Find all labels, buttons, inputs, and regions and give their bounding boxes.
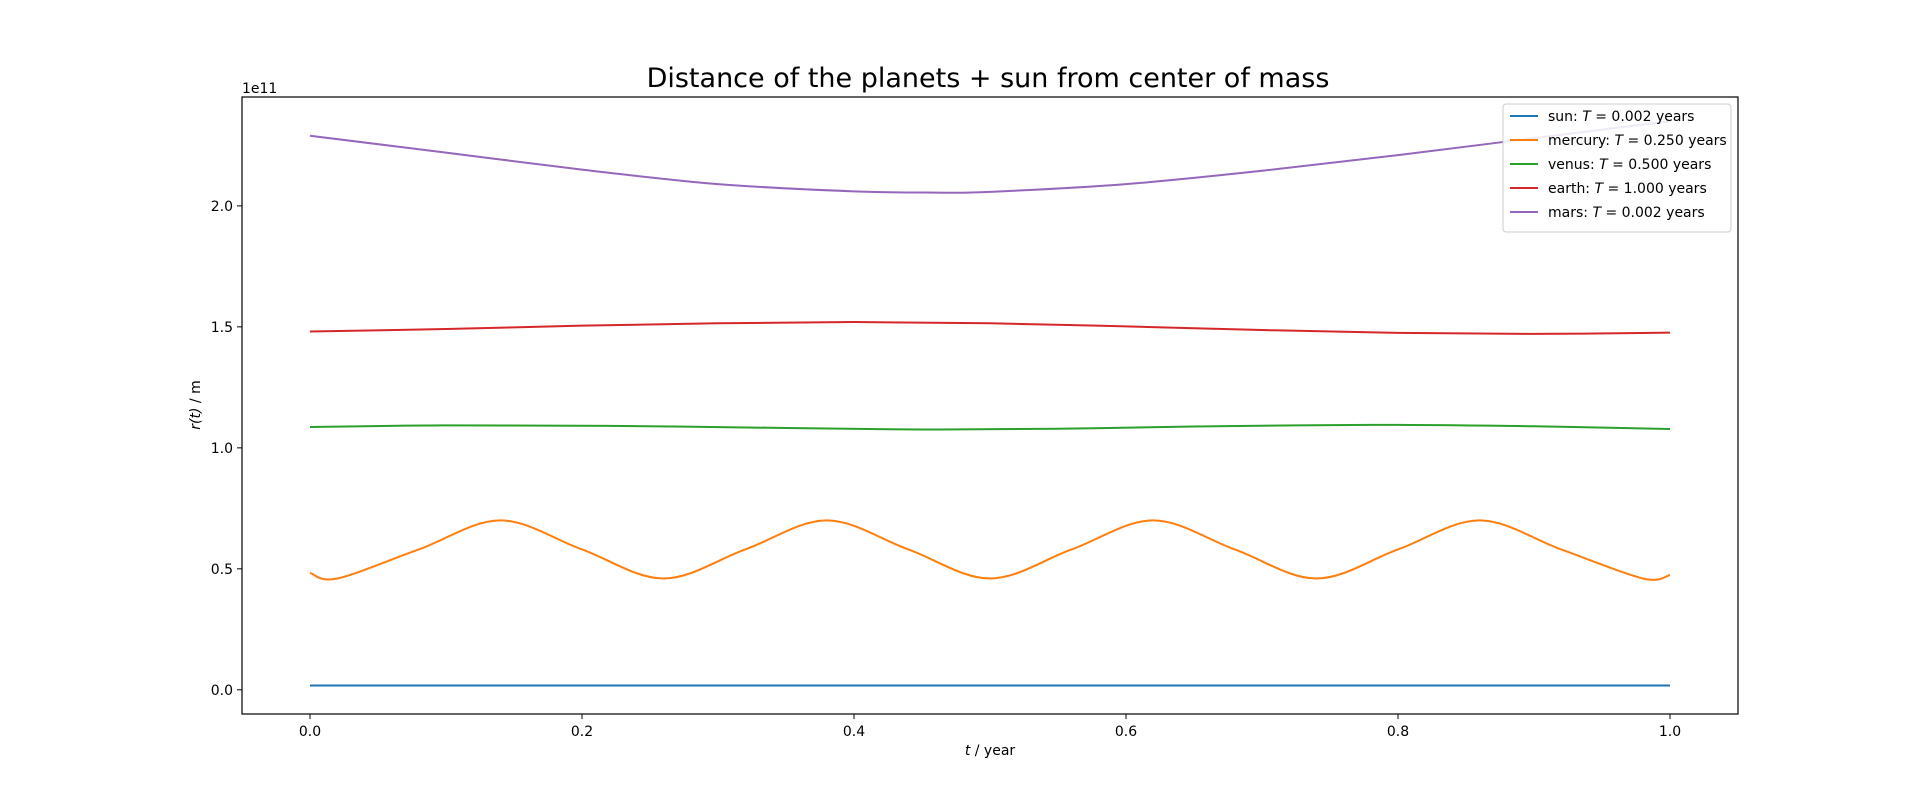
series-layer (309, 120, 1671, 687)
y-axis-label: r(t) / m (188, 380, 204, 429)
chart-title: Distance of the planets + sun from cente… (647, 63, 1330, 94)
legend-label: earth: T = 1.000 years (1548, 181, 1707, 197)
y-tick-label: 0.5 (211, 562, 233, 578)
legend-item-mars: mars: T = 0.002 years (1510, 205, 1705, 221)
x-tick-label: 0.6 (1115, 724, 1137, 740)
legend: sun: T = 0.002 years mercury: T = 0.250 y… (1502, 103, 1732, 233)
plot-area-frame (241, 96, 1739, 715)
x-axis-label: t / year (965, 743, 1016, 759)
y-axis-variable: r(t) (188, 408, 204, 430)
legend-box (1502, 103, 1732, 233)
x-tick-label: 0.2 (571, 724, 593, 740)
legend-label: mercury: T = 0.250 years (1548, 133, 1727, 149)
x-axis-variable: t (965, 743, 971, 759)
x-tick-label: 1.0 (1659, 724, 1681, 740)
y-tick-label: 2.0 (211, 199, 233, 215)
legend-label: mars: T = 0.002 years (1548, 205, 1705, 221)
y-axis-ticks: 0.0 0.5 1.0 1.5 2.0 (211, 199, 242, 699)
series-line-earth (309, 321, 1671, 335)
x-tick-label: 0.4 (843, 724, 865, 740)
series-line-venus (309, 423, 1671, 431)
x-tick-label: 0.8 (1387, 724, 1409, 740)
series-line-mars (309, 120, 1671, 194)
legend-item-earth: earth: T = 1.000 years (1510, 181, 1707, 197)
x-axis-ticks: 0.0 0.2 0.4 0.6 0.8 1.0 (299, 714, 1681, 740)
y-tick-label: 1.0 (211, 441, 233, 457)
legend-item-venus: venus: T = 0.500 years (1510, 157, 1711, 173)
y-axis-offset-label: 1e11 (242, 81, 277, 97)
legend-label: sun: T = 0.002 years (1548, 109, 1694, 125)
y-tick-label: 1.5 (211, 320, 233, 336)
legend-item-mercury: mercury: T = 0.250 years (1510, 133, 1727, 149)
legend-item-sun: sun: T = 0.002 years (1510, 109, 1694, 125)
x-axis-unit: / year (970, 743, 1015, 759)
legend-label: venus: T = 0.500 years (1548, 157, 1711, 173)
y-tick-label: 0.0 (211, 683, 233, 699)
series-line-mercury (309, 519, 1671, 581)
x-tick-label: 0.0 (299, 724, 321, 740)
y-axis-unit: / m (188, 380, 204, 407)
